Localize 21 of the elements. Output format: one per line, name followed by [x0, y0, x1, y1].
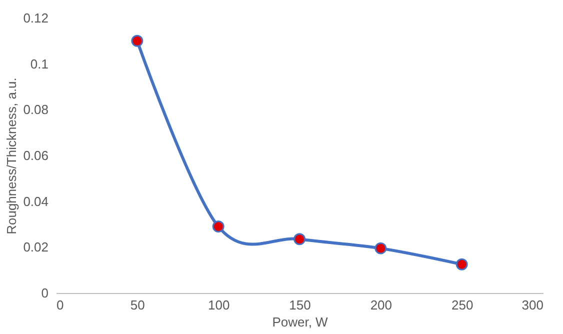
point [374, 242, 387, 254]
y-tick-label: 0.02 [23, 240, 48, 255]
x-tick-label: 0 [56, 298, 64, 312]
x-tick-label: 50 [130, 298, 145, 312]
y-tick-label: 0.12 [23, 10, 48, 26]
x-tick-label: 250 [451, 298, 474, 312]
y-tick-label: 0.06 [23, 148, 48, 163]
y-tick-label: 0.04 [23, 194, 48, 209]
point [212, 220, 224, 233]
y-tick-label: 0.1 [30, 56, 48, 72]
x-tick-label: 200 [370, 298, 392, 312]
x-tick-label: 150 [289, 298, 311, 312]
x-tick-label: 100 [208, 298, 230, 312]
x-tick-label: 300 [522, 298, 544, 312]
point [456, 258, 468, 270]
y-axis-title: Roughness/Thickness, a.u. [4, 78, 20, 234]
point [294, 233, 306, 246]
point [131, 34, 144, 47]
x-axis-title: Power, W [272, 314, 329, 330]
y-tick-label: 0.08 [23, 102, 48, 118]
y-tick-label: 0 [41, 286, 48, 300]
